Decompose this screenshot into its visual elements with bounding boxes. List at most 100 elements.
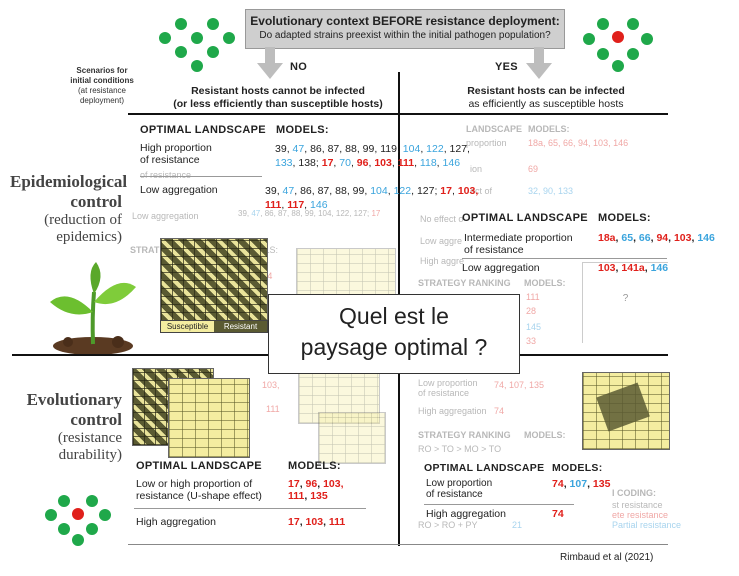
- plant-icon: [50, 262, 136, 354]
- faded-text: RO > RO + PY: [418, 520, 478, 530]
- strain-dot: [207, 18, 219, 30]
- arrow-no-icon: [257, 47, 283, 79]
- strain-dot: [45, 509, 57, 521]
- model-ref: 87: [317, 185, 330, 197]
- model-ref: 104: [402, 143, 421, 155]
- model-ref: 103: [305, 516, 324, 528]
- landscape-map-evo-faded-2: [318, 412, 386, 464]
- model-ref: 66: [638, 232, 651, 244]
- faded-text: ect of: [470, 186, 493, 196]
- header-banner: Evolutionary context BEFORE resistance d…: [245, 9, 565, 49]
- model-ref: 127;: [416, 185, 438, 197]
- no-label: NO: [290, 61, 308, 73]
- faded-text: Partial resistance: [612, 520, 682, 530]
- map-legend: Susceptible Resistant: [160, 320, 268, 333]
- landscape-map-evo-no-2: [168, 378, 250, 458]
- model-list: 17, 103, 111: [288, 516, 346, 528]
- model-list: 17, 96, 103, 111, 135: [288, 478, 344, 502]
- strain-dot: [72, 534, 84, 546]
- faded-text: 21: [512, 520, 523, 530]
- faded-text: 69: [528, 164, 539, 174]
- model-ref: 127,: [449, 143, 470, 155]
- column-no-line: Resistant hosts cannot be infected: [191, 85, 365, 97]
- criterion-label: Low or high proportion of resistance (U-…: [136, 478, 262, 502]
- faded-text: RO > TO > MO > TO: [418, 444, 502, 454]
- model-ref: 74: [552, 478, 564, 490]
- model-ref: 103,: [457, 185, 479, 197]
- model-ref: 47: [292, 143, 305, 155]
- header-subtitle: Do adapted strains preexist within the i…: [259, 30, 551, 41]
- model-ref: 47: [282, 185, 295, 197]
- scenarios-line: Scenarios for: [76, 66, 128, 75]
- model-ref: 111: [397, 157, 415, 169]
- resistant-patch: [596, 382, 650, 432]
- column-yes-line: Resistant hosts can be infected: [467, 85, 625, 97]
- question-line: Quel est le: [339, 303, 449, 329]
- faded-text: High aggregation: [418, 406, 487, 416]
- model-ref: 17: [288, 516, 300, 528]
- strain-dot: [641, 33, 653, 45]
- criterion-label: High proportion of resistance: [140, 142, 212, 166]
- row-separator: [134, 508, 366, 509]
- model-ref: 122: [426, 143, 444, 155]
- strain-dot: [175, 46, 187, 58]
- model-ref: 138;: [298, 157, 319, 169]
- scenarios-line: initial conditions: [70, 76, 134, 85]
- model-ref: 146: [650, 262, 669, 274]
- row-separator: [424, 504, 574, 505]
- faded-text: ete resistance: [612, 510, 669, 520]
- model-ref: 87: [327, 143, 340, 155]
- model-ref: 94: [656, 232, 669, 244]
- model-ref: 141a: [621, 262, 645, 274]
- model-ref: 17: [440, 185, 452, 197]
- model-list: 74, 107, 135: [552, 478, 611, 490]
- model-ref: 65: [621, 232, 634, 244]
- model-ref: 107: [569, 478, 588, 490]
- model-ref: 103,: [323, 478, 344, 490]
- row-title-line: control: [70, 410, 122, 429]
- faded-text: 39: [238, 209, 247, 218]
- model-list: 103, 141a, 146: [598, 262, 669, 274]
- scenarios-line: deployment): [79, 96, 125, 105]
- model-ref: 96: [356, 157, 369, 169]
- faded-landscape-left: 39, 47, 86, 87, 88, 99, 104, 122, 127; 1…: [238, 209, 381, 218]
- strain-dot: [627, 48, 639, 60]
- model-ref: 39: [265, 185, 277, 197]
- faded-text: 32, 90, 133: [528, 186, 574, 196]
- model-list: 18a, 65, 66, 94, 103, 146: [598, 232, 715, 244]
- faded-text: Low proportion: [418, 378, 478, 388]
- model-ref: 122: [393, 185, 412, 197]
- faded-text: 17: [371, 209, 381, 218]
- column-no-line: (or less efficiently than susceptible ho…: [173, 98, 383, 110]
- model-ref: 111: [328, 516, 346, 528]
- faded-text: MODELS:: [528, 124, 570, 134]
- model-ref: 104: [370, 185, 388, 197]
- yes-label: YES: [495, 61, 518, 73]
- strain-dot: [99, 509, 111, 521]
- faded-text: I CODING:: [612, 488, 656, 498]
- model-ref: 133: [275, 157, 293, 169]
- criterion-line: Low proportion: [426, 478, 493, 489]
- strain-dot: [58, 523, 70, 535]
- model-list: 39, 47, 86, 87, 88, 99, 104, 122, 127; 1…: [265, 185, 479, 211]
- criterion-label: Low aggregation: [462, 262, 540, 274]
- bottom-line: [128, 544, 668, 545]
- faded-text: 111: [526, 292, 540, 302]
- model-ref: 135: [310, 490, 328, 502]
- legend-susceptible: Susceptible: [161, 321, 214, 332]
- unknown-mark: ?: [622, 293, 629, 304]
- row-subtitle-line: (resistance: [57, 430, 122, 446]
- row-subtitle-line: (reduction of: [44, 212, 122, 228]
- header-title: Evolutionary context BEFORE resistance d…: [250, 14, 560, 28]
- model-list: 74: [552, 508, 564, 520]
- criterion-line: High proportion: [140, 142, 212, 154]
- criterion-line: of resistance: [426, 489, 483, 500]
- faded-text: STRATEGY RANKING: [418, 430, 511, 440]
- strain-dot: [58, 495, 70, 507]
- strain-dot: [223, 32, 235, 44]
- arrow-yes-icon: [526, 47, 552, 79]
- faded-text: No effect o: [420, 214, 464, 224]
- model-ref: 111: [288, 490, 305, 502]
- faded-text: 47: [251, 209, 261, 218]
- criterion-label: High aggregation: [136, 516, 216, 528]
